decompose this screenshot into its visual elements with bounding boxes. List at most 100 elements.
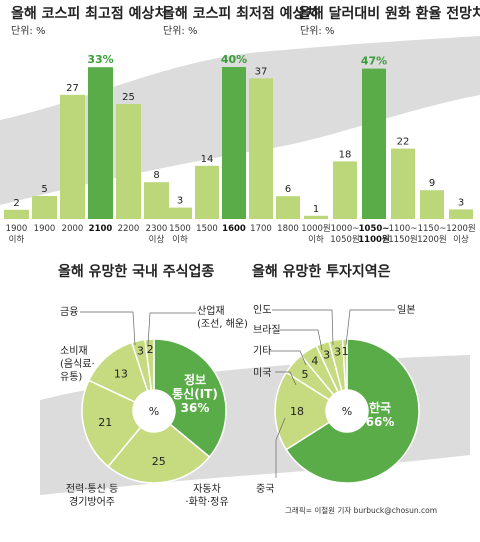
bar-value-label: 22 xyxy=(397,137,410,148)
bar xyxy=(276,196,300,219)
x-tick-label: 1800 xyxy=(277,224,299,234)
x-tick-label: 1000원 xyxy=(301,224,330,234)
bar-value-label: 2 xyxy=(13,198,19,209)
leader-line xyxy=(270,350,307,366)
slice-label: ·화학·정유 xyxy=(185,496,228,508)
slice-value-label: 18 xyxy=(290,405,304,418)
unit-label: 단위: % xyxy=(11,24,45,37)
leader-line xyxy=(80,311,136,346)
bar xyxy=(304,215,328,219)
slice-label: 금융 xyxy=(60,306,78,318)
bar-value-label: 14 xyxy=(201,154,214,165)
bar-value-label: 40% xyxy=(221,53,247,66)
x-tick-label: 1050~ xyxy=(359,224,390,234)
bar xyxy=(60,94,85,219)
leader-line xyxy=(275,371,297,386)
leader-line xyxy=(272,309,334,346)
bar-value-label: 37 xyxy=(255,66,268,77)
bar xyxy=(195,165,219,219)
pie-slice xyxy=(285,338,420,484)
exchange-rate-bar-chart: 올해 달러대비 원화 환율 전망치 단위: % 11000원이하181000~1… xyxy=(298,5,480,245)
slice-value-label: 5 xyxy=(301,368,308,381)
slice-value-label: 25 xyxy=(152,455,166,468)
x-tick-label: 1500 xyxy=(169,224,191,234)
slice-value-label: 13 xyxy=(114,367,128,380)
slice-label: 중국 xyxy=(256,483,274,495)
x-tick-label: 1100원 xyxy=(358,234,390,245)
bar xyxy=(420,190,444,219)
x-tick-label: 1900 xyxy=(6,224,28,234)
pie-center-label: % xyxy=(342,405,352,418)
bar xyxy=(362,68,386,219)
bar xyxy=(391,148,415,219)
slice-label: 통신(IT) xyxy=(172,386,218,401)
x-tick-label: 이상 xyxy=(149,234,165,245)
slice-label: 전력·통신 등 xyxy=(66,483,118,495)
slice-label: (음식료· xyxy=(60,358,95,370)
slice-label: (조선, 해운) xyxy=(197,317,248,330)
bar-value-label: 3 xyxy=(458,197,464,208)
x-tick-label: 2300 xyxy=(146,224,168,234)
chart-title: 올해 코스피 최고점 예상치 xyxy=(11,5,167,22)
x-tick-label: 1900 xyxy=(34,224,56,234)
x-tick-label: 이상 xyxy=(453,234,469,245)
slice-label: 기타 xyxy=(253,345,271,357)
bar xyxy=(88,67,113,219)
bar-value-label: 8 xyxy=(153,170,159,181)
slice-label: 자동차 xyxy=(193,483,221,495)
bar xyxy=(144,182,169,219)
slice-label: 유통) xyxy=(60,371,82,383)
bar-value-label: 27 xyxy=(66,83,79,94)
unit-label: 단위: % xyxy=(300,24,334,37)
bar xyxy=(116,104,141,219)
slice-label: 한국 xyxy=(369,400,391,415)
leader-line xyxy=(147,312,196,346)
slice-label: 산업재 xyxy=(197,304,225,317)
x-tick-label: 1150원 xyxy=(388,235,417,245)
x-tick-label: 2000 xyxy=(62,224,84,234)
unit-label: 단위: % xyxy=(163,24,197,37)
slice-label: 소비재 xyxy=(60,345,88,357)
x-tick-label: 1200원 xyxy=(446,224,475,234)
slice-value-label: 66% xyxy=(366,415,395,429)
x-tick-label: 1100~ xyxy=(389,224,418,234)
chart-title: 올해 달러대비 원화 환율 전망치 xyxy=(298,5,480,22)
slice-value-label: 1 xyxy=(342,345,349,358)
chart-title: 올해 코스피 최저점 예상치 xyxy=(162,5,318,22)
pie-center-label: % xyxy=(149,405,159,418)
bar xyxy=(4,209,29,219)
bar xyxy=(333,161,357,219)
x-tick-label: 1600 xyxy=(222,224,246,234)
x-tick-label: 1150~ xyxy=(418,224,447,234)
bar-value-label: 47% xyxy=(361,55,387,68)
x-tick-label: 1050원 xyxy=(330,235,359,245)
bar-value-label: 1 xyxy=(313,204,319,215)
leader-line xyxy=(280,329,323,351)
bar-value-label: 9 xyxy=(429,178,435,189)
bar-value-label: 5 xyxy=(41,184,47,195)
credit-line: 그래픽= 이철원 기자 burbuck@chosun.com xyxy=(285,505,437,515)
x-tick-label: 1500 xyxy=(196,224,218,234)
bar-value-label: 3 xyxy=(177,196,183,207)
slice-value-label: 2 xyxy=(147,343,154,356)
bar xyxy=(222,67,246,219)
kospi-high-bar-chart: 올해 코스피 최고점 예상치 단위: % 21900이하519002720003… xyxy=(4,5,169,245)
leader-line xyxy=(275,417,286,478)
pie-hole xyxy=(326,390,368,432)
leader-line xyxy=(345,309,395,346)
slice-label: 정보 xyxy=(184,372,206,387)
bar xyxy=(449,209,473,219)
x-tick-label: 2200 xyxy=(118,224,140,234)
slice-label: 인도 xyxy=(253,304,271,316)
slice-value-label: 21 xyxy=(98,416,112,429)
chart-title: 올해 유망한 투자지역은 xyxy=(252,263,391,280)
slice-value-label: 3 xyxy=(334,346,341,359)
bar xyxy=(249,78,273,220)
bar-value-label: 6 xyxy=(285,184,291,195)
x-tick-label: 이하 xyxy=(9,234,25,245)
slice-label: 브라질 xyxy=(253,324,281,336)
pie-hole xyxy=(133,390,175,432)
